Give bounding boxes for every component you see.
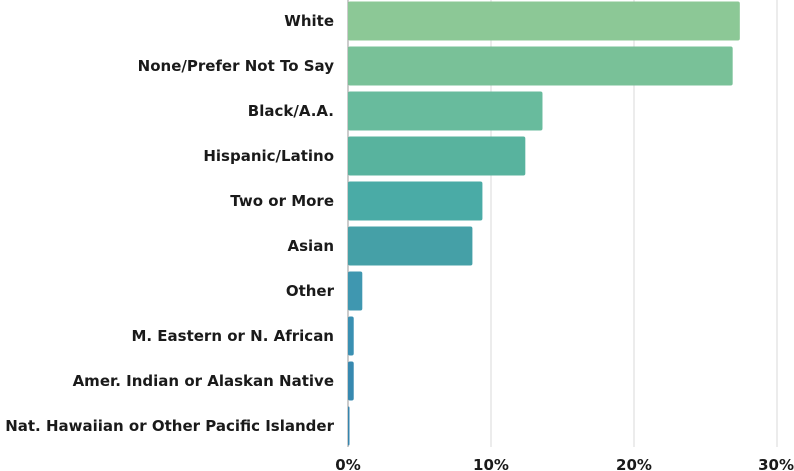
x-tick-label-0: 0% (335, 456, 360, 471)
bar-1 (348, 46, 733, 86)
bar-5 (348, 226, 473, 266)
category-label-1: None/Prefer Not To Say (138, 57, 335, 75)
category-label-4: Two or More (230, 192, 334, 210)
bar-8 (348, 361, 354, 401)
category-label-5: Asian (288, 237, 334, 255)
category-labels: White None/Prefer Not To Say Black/A.A. His… (5, 12, 334, 435)
x-tick-label-2: 20% (616, 456, 652, 471)
bars (348, 1, 740, 446)
bar-9 (348, 406, 350, 446)
category-label-2: Black/A.A. (248, 102, 334, 120)
category-label-0: White (284, 12, 334, 30)
bar-0 (348, 1, 740, 41)
category-label-9: Nat. Hawaiian or Other Pacific Islander (5, 417, 334, 435)
category-label-8: Amer. Indian or Alaskan Native (73, 372, 334, 390)
bar-6 (348, 271, 363, 311)
x-tick-label-3: 30% (758, 456, 794, 471)
bar-2 (348, 91, 543, 131)
x-tick-label-1: 10% (473, 456, 509, 471)
category-label-6: Other (286, 282, 335, 300)
bar-3 (348, 136, 526, 176)
category-label-3: Hispanic/Latino (203, 147, 334, 165)
bar-7 (348, 316, 354, 356)
x-axis-ticks: 0% 10% 20% 30% (335, 456, 794, 471)
category-label-7: M. Eastern or N. African (131, 327, 334, 345)
bar-4 (348, 181, 483, 221)
